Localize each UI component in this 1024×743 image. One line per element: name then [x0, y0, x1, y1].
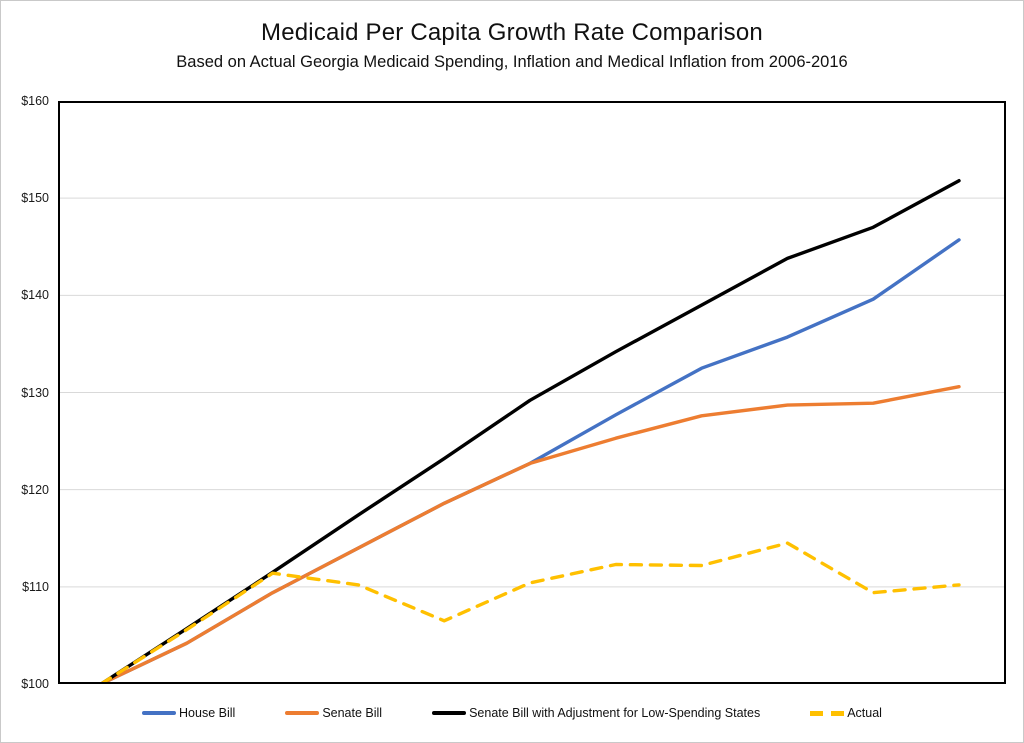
plot-border [58, 101, 1006, 684]
legend-label: Senate Bill with Adjustment for Low-Spen… [469, 706, 761, 720]
y-axis-tick-label: $110 [22, 579, 49, 594]
y-axis-tick-label: $140 [21, 288, 49, 303]
chart-subtitle: Based on Actual Georgia Medicaid Spendin… [176, 53, 848, 71]
senate-bill-with-adjustment-for-low-spending-states-legend-swatch-icon [432, 711, 467, 715]
legend-item-senate-bill: Senate Bill [285, 706, 382, 720]
plot-area [58, 101, 1006, 686]
chart-title: Medicaid Per Capita Growth Rate Comparis… [261, 19, 763, 46]
senate-bill-with-adjustment-for-low-spending-states-line [99, 178, 961, 686]
y-axis-tick-label: $130 [21, 385, 49, 400]
legend-label: Senate Bill [322, 706, 383, 720]
legend-label: Actual [847, 706, 882, 720]
legend-label: House Bill [179, 706, 236, 720]
y-axis-tick-label: $150 [21, 191, 49, 206]
senate-bill-line [99, 385, 961, 686]
y-axis-tick-label: $160 [21, 94, 49, 108]
legend-item-senate-bill-with-adjustment-for-low-spending-states: Senate Bill with Adjustment for Low-Spen… [432, 706, 760, 720]
plot-canvas [58, 101, 1006, 686]
y-axis-tick-label: $120 [21, 482, 49, 497]
legend-item-actual: Actual [810, 706, 882, 720]
legend-item-house-bill: House Bill [142, 706, 235, 720]
senate-bill-legend-swatch-icon [285, 711, 320, 715]
chart-legend: House Bill Senate Bill Senate Bill with Ad… [1, 706, 1023, 720]
y-axis-tick-label: $100 [21, 677, 49, 691]
actual-line [99, 541, 961, 686]
actual-legend-swatch-icon [810, 710, 845, 716]
house-bill-legend-swatch-icon [142, 711, 177, 715]
